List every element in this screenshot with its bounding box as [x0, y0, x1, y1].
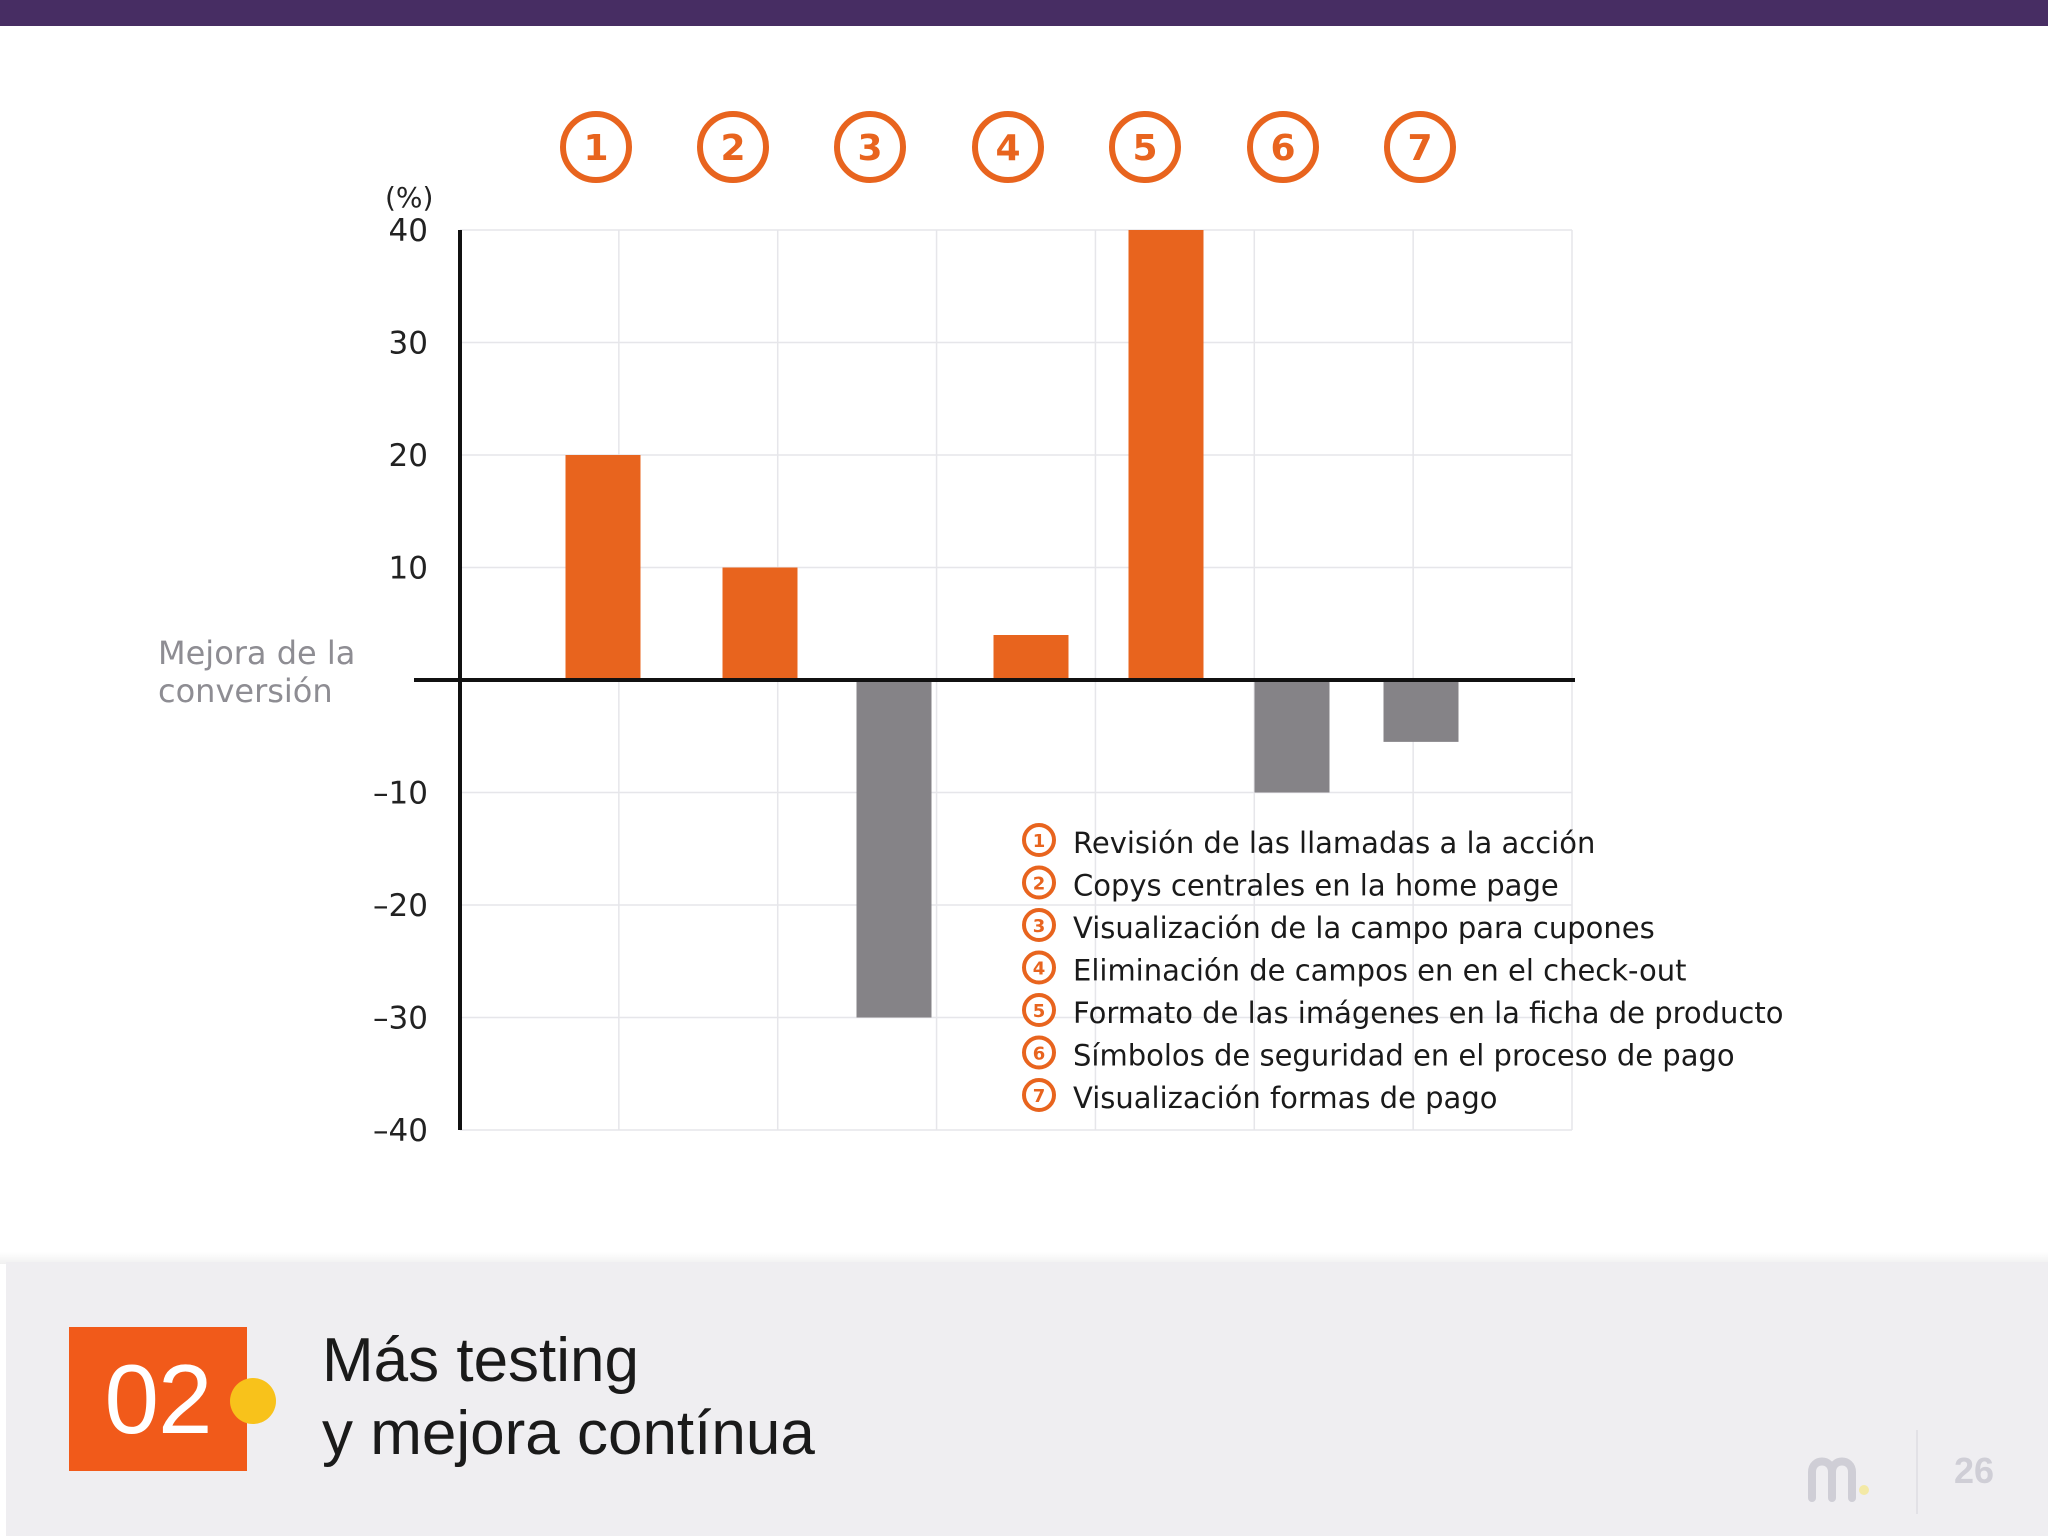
bar-6 [1254, 680, 1330, 793]
category-marker-label: 2 [720, 128, 745, 169]
legend-marker-label: 7 [1033, 1086, 1046, 1107]
legend-marker-label: 1 [1033, 831, 1046, 852]
category-marker-label: 5 [1132, 128, 1157, 169]
chart-axes [414, 230, 1575, 1130]
legend-label: Visualización de la campo para cupones [1073, 911, 1655, 945]
footer-shadow [0, 1252, 2048, 1264]
category-marker-label: 6 [1270, 128, 1295, 169]
category-marker-label: 3 [857, 128, 882, 169]
legend-marker-label: 3 [1033, 916, 1046, 937]
category-marker-4 [972, 111, 1044, 183]
y-tick-label: –30 [373, 1001, 428, 1037]
legend-label: Visualización formas de pago [1073, 1081, 1497, 1115]
bar-3 [856, 680, 932, 1018]
bar-7 [1383, 680, 1459, 742]
category-marker-label: 4 [995, 128, 1020, 169]
bar-2 [722, 567, 798, 680]
legend-marker-4 [1022, 950, 1056, 985]
y-tick-label: –40 [373, 1113, 428, 1149]
category-marker-6 [1247, 111, 1319, 183]
legend-label: Revisión de las llamadas a la acción [1073, 826, 1595, 860]
legend-marker-label: 5 [1033, 1001, 1046, 1022]
y-tick-label: –20 [373, 888, 428, 924]
legend-marker-1 [1022, 823, 1056, 857]
top-bar [0, 0, 2048, 26]
page-number: 26 [1954, 1450, 1995, 1491]
bar-1 [565, 455, 641, 680]
section-number-badge: 02 [69, 1327, 247, 1471]
section-dot-icon [230, 1378, 276, 1424]
y-unit-label: (%) [385, 181, 433, 214]
legend-marker-label: 2 [1033, 874, 1046, 895]
category-marker-label: 7 [1407, 128, 1432, 169]
chart-legend: 1 Revisión de las llamadas a la acción 2 Co… [1022, 823, 1783, 1115]
category-marker-7 [1384, 111, 1456, 183]
bar-4 [993, 635, 1069, 680]
category-markers: 1 2 3 4 5 6 7 [560, 111, 1456, 183]
legend-marker-5 [1022, 993, 1056, 1027]
legend-marker-label: 4 [1033, 959, 1046, 980]
bar-5 [1128, 230, 1204, 680]
y-tick-label: 30 [389, 326, 428, 362]
y-axis-label: Mejora de la conversión [158, 634, 355, 710]
y-tick-label: 40 [389, 213, 428, 249]
legend-marker-label: 6 [1033, 1044, 1046, 1065]
y-tick-labels: 40 30 20 10 –10 –20 –30 –40 [373, 213, 428, 1149]
legend-label: Eliminación de campos en en el check-out [1073, 954, 1687, 988]
legend-marker-6 [1022, 1035, 1056, 1070]
bar-chart: 1 2 3 4 5 6 7 40 30 20 10 –10 –20 –30 –40 (%) Mejora … [158, 111, 1783, 1149]
footer-divider [1916, 1430, 1918, 1514]
category-marker-label: 1 [583, 128, 608, 169]
legend-label: Copys centrales en la home page [1073, 869, 1559, 903]
chart-bars [565, 230, 1459, 1018]
category-marker-3 [834, 111, 906, 183]
y-tick-label: 20 [389, 438, 428, 474]
legend-label: Formato de las imágenes en la ficha de p… [1073, 996, 1783, 1030]
y-tick-label: 10 [389, 551, 428, 587]
category-marker-1 [560, 111, 632, 183]
chart-grid [460, 229, 1573, 1131]
category-marker-5 [1109, 111, 1181, 183]
legend-marker-7 [1022, 1078, 1056, 1112]
legend-marker-2 [1022, 865, 1056, 900]
legend-marker-3 [1022, 908, 1056, 942]
category-marker-2 [697, 111, 769, 183]
y-tick-label: –10 [373, 776, 428, 812]
m-logo-icon [1808, 1457, 1869, 1502]
legend-label: Símbolos de seguridad en el proceso de p… [1073, 1039, 1735, 1073]
slide-footer: 02 Más testing y mejora contínua 26 [6, 1262, 2048, 1536]
slide-title-line-2: y mejora contínua [322, 1399, 815, 1468]
slide-title-line-1: Más testing [322, 1326, 640, 1395]
